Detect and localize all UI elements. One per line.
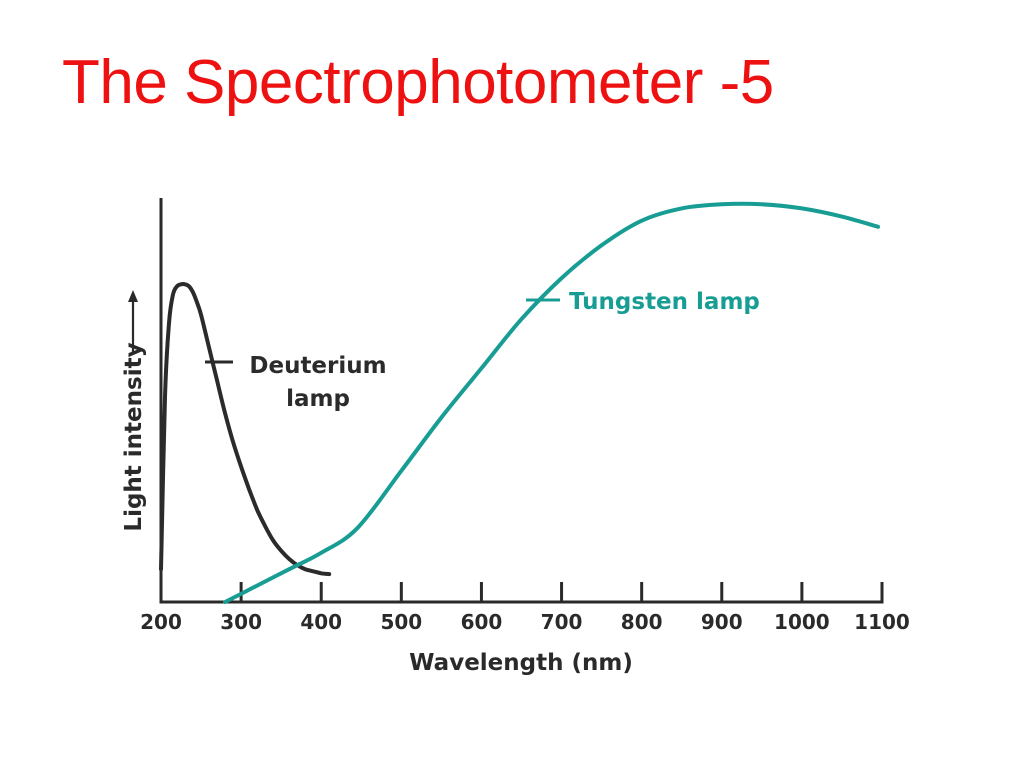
y-axis-arrow <box>128 290 138 352</box>
x-tick-label: 1100 <box>854 610 910 634</box>
series-labels: Deuterium lamp Tungsten lamp <box>205 289 760 412</box>
tungsten-lamp-line <box>223 201 880 604</box>
deuterium-lamp-label: Deuterium lamp <box>249 353 386 412</box>
slide-title: The Spectrophotometer -5 <box>62 48 774 117</box>
deuterium-lamp-label-line: lamp <box>286 386 350 412</box>
x-tick-label: 300 <box>220 610 262 634</box>
chart-axes <box>159 198 884 604</box>
y-axis-arrow-head <box>128 290 138 302</box>
x-tick-label: 400 <box>300 610 342 634</box>
x-axis-title: Wavelength (nm) <box>409 650 633 676</box>
x-tick-label: 1000 <box>774 610 830 634</box>
deuterium-lamp-label-line: Deuterium <box>249 353 386 379</box>
x-tick-label: 200 <box>140 610 182 634</box>
x-tick-label: 600 <box>461 610 503 634</box>
x-tick-label: 800 <box>621 610 663 634</box>
series-lines <box>159 201 880 604</box>
x-tick-label: 500 <box>380 610 422 634</box>
deuterium-lamp-line <box>159 282 332 577</box>
y-axis-title: Light intensity <box>121 342 147 531</box>
x-tick-label: 900 <box>701 610 743 634</box>
y-axis-title-group: Light intensity <box>121 342 147 531</box>
tungsten-lamp-label: Tungsten lamp <box>569 289 760 315</box>
x-ticks: 200 300 400 500 600 700 800 900 1000 1100 <box>140 582 910 634</box>
x-tick-label: 700 <box>541 610 583 634</box>
